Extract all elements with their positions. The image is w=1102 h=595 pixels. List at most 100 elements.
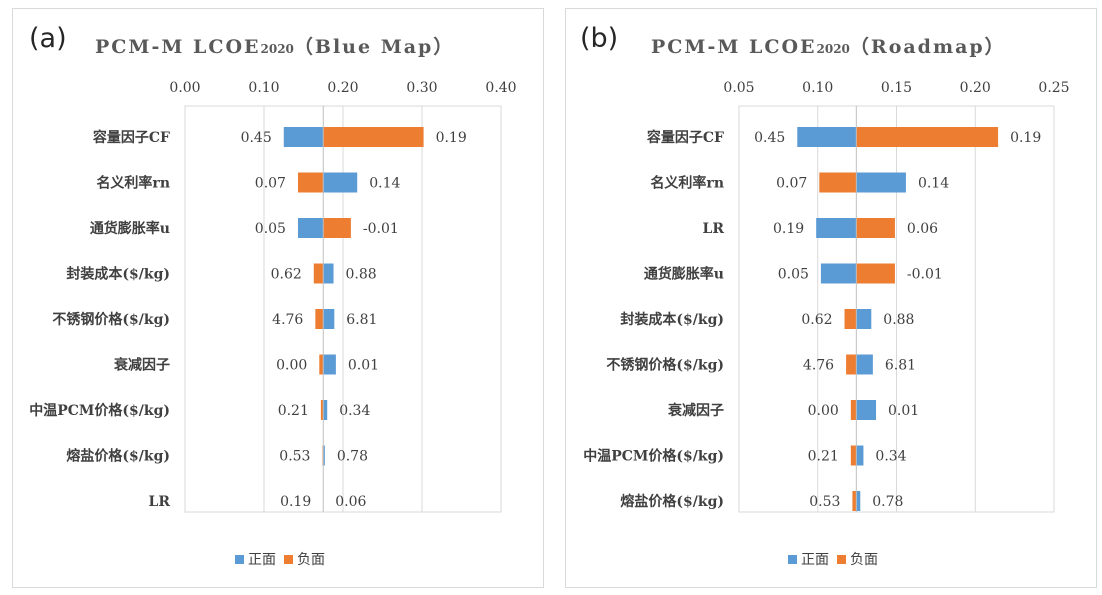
tornado-chart-a: 0.00 0.10 0.20 0.30 0.40 容量因子CF 0.45 0.19 名义利率rn… <box>29 80 517 513</box>
category-label-a-7: 熔盐价格($/kg) <box>66 448 170 465</box>
legend-label-positive-a: 正面 <box>248 552 276 568</box>
category-label-b-8: 熔盐价格($/kg) <box>620 493 724 510</box>
x-tick-label-b-1: 0.10 <box>802 80 833 96</box>
bar-positive-a-2 <box>297 218 324 238</box>
chart-title-a: PCM-M LCOE2020（Blue Map） <box>95 32 454 59</box>
x-tick-label-a-2: 0.20 <box>327 80 358 96</box>
bar-negative-a-0 <box>323 127 424 147</box>
bar-negative-a-3 <box>313 263 324 284</box>
value-label-left-b-4: 0.62 <box>801 312 832 328</box>
x-tick-label-a-1: 0.10 <box>248 80 279 96</box>
legend-swatch-negative-a <box>284 554 293 564</box>
chart-title-a-main: PCM-M LCOE <box>95 36 261 58</box>
chart-title-b-tail: （Roadmap） <box>849 36 1006 58</box>
legend-label-positive-b: 正面 <box>801 552 829 568</box>
value-label-right-b-2: 0.06 <box>907 221 938 237</box>
value-label-right-b-4: 0.88 <box>883 312 914 328</box>
value-label-right-a-4: 6.81 <box>346 312 377 328</box>
bar-negative-b-1 <box>819 172 857 193</box>
legend-swatch-positive-b <box>788 554 797 564</box>
value-label-right-a-6: 0.34 <box>339 403 370 419</box>
x-tick-label-b-0: 0.05 <box>723 80 754 96</box>
x-tick-label-a-4: 0.40 <box>485 80 516 96</box>
legend-a: 正面 负面 <box>235 549 333 569</box>
bar-negative-a-4 <box>315 309 324 329</box>
category-label-a-4: 不锈钢价格($/kg) <box>52 311 170 328</box>
bar-positive-b-4 <box>856 309 872 329</box>
bar-negative-b-7 <box>850 445 857 466</box>
value-label-right-a-1: 0.14 <box>369 176 400 192</box>
category-label-b-4: 封装成本($/kg) <box>620 311 724 328</box>
legend-b: 正面 负面 <box>788 549 886 569</box>
value-label-right-a-7: 0.78 <box>337 449 368 465</box>
bar-negative-b-6 <box>850 400 857 420</box>
x-tick-label-b-3: 0.20 <box>960 80 991 96</box>
chart-title-b-sub: 2020 <box>816 42 850 56</box>
value-label-right-a-3: 0.88 <box>346 267 377 283</box>
category-label-a-5: 衰减因子 <box>113 357 170 374</box>
value-label-right-a-5: 0.01 <box>348 358 379 374</box>
value-label-left-a-4: 4.76 <box>272 312 303 328</box>
value-label-left-a-0: 0.45 <box>241 130 272 146</box>
value-label-right-a-2: -0.01 <box>363 221 399 237</box>
legend-item-positive-a: 正面 <box>235 549 276 569</box>
bar-negative-b-8 <box>852 491 857 511</box>
value-label-left-a-2: 0.05 <box>255 221 286 237</box>
bar-negative-a-2 <box>323 218 351 238</box>
chart-title-b: PCM-M LCOE2020（Roadmap） <box>651 32 1006 59</box>
value-label-right-a-8: 0.06 <box>335 494 366 510</box>
legend-item-negative-b: 负面 <box>837 549 878 569</box>
bar-negative-a-6 <box>320 400 324 420</box>
chart-panel-a: 0.00 0.10 0.20 0.30 0.40 容量因子CF 0.45 0.19 名义利率rn… <box>12 8 544 588</box>
bar-positive-b-7 <box>856 445 864 466</box>
value-label-right-b-8: 0.78 <box>872 494 903 510</box>
x-tick-label-b-4: 0.25 <box>1038 80 1069 96</box>
legend-label-negative-a: 负面 <box>297 552 325 568</box>
value-label-right-b-0: 0.19 <box>1010 130 1041 146</box>
bar-positive-b-1 <box>856 172 906 193</box>
x-tick-label-b-2: 0.15 <box>881 80 912 96</box>
category-label-b-1: 名义利率rn <box>650 175 724 192</box>
bar-positive-b-3 <box>820 263 857 284</box>
category-label-b-3: 通货膨胀率u <box>644 266 724 283</box>
category-label-a-1: 名义利率rn <box>96 175 170 192</box>
bar-positive-b-8 <box>856 491 861 511</box>
value-label-left-b-7: 0.21 <box>808 449 839 465</box>
x-tick-label-a-0: 0.00 <box>169 80 200 96</box>
legend-item-negative-a: 负面 <box>284 549 325 569</box>
bar-positive-a-1 <box>323 172 358 193</box>
bar-negative-b-0 <box>856 127 999 147</box>
value-label-right-b-1: 0.14 <box>918 176 949 192</box>
chart-title-b-main: PCM-M LCOE <box>651 36 817 58</box>
legend-label-negative-b: 负面 <box>850 552 878 568</box>
value-label-left-a-3: 0.62 <box>271 267 302 283</box>
value-label-right-b-5: 6.81 <box>885 358 916 374</box>
value-label-right-b-6: 0.01 <box>888 403 919 419</box>
category-label-a-2: 通货膨胀率u <box>90 220 170 237</box>
panel-label-a: (a) <box>29 23 67 54</box>
chart-title-a-tail: （Blue Map） <box>293 36 455 58</box>
legend-swatch-negative-b <box>837 554 846 564</box>
category-label-b-6: 衰减因子 <box>667 402 724 419</box>
bar-positive-a-4 <box>323 309 335 329</box>
value-label-left-b-0: 0.45 <box>754 130 785 146</box>
value-label-left-a-6: 0.21 <box>278 403 309 419</box>
bar-positive-b-6 <box>856 400 877 420</box>
bar-negative-b-3 <box>856 263 895 284</box>
value-label-left-b-1: 0.07 <box>776 176 807 192</box>
bar-negative-a-5 <box>319 354 324 375</box>
legend-item-positive-b: 正面 <box>788 549 829 569</box>
bar-negative-b-2 <box>856 218 895 238</box>
value-label-left-b-5: 4.76 <box>803 358 834 374</box>
value-label-right-a-0: 0.19 <box>436 130 467 146</box>
chart-panel-b: 0.05 0.10 0.15 0.20 0.25 容量因子CF 0.45 0.19 名义利率rn… <box>565 8 1097 588</box>
bar-positive-a-6 <box>323 400 328 420</box>
value-label-right-b-3: -0.01 <box>907 267 943 283</box>
category-label-a-6: 中温PCM价格($/kg) <box>29 402 170 419</box>
category-label-b-2: LR <box>703 221 725 237</box>
category-label-b-0: 容量因子CF <box>646 129 724 146</box>
category-label-b-5: 不锈钢价格($/kg) <box>606 357 724 374</box>
category-label-a-8: LR <box>149 494 171 510</box>
chart-title-a-sub: 2020 <box>260 42 294 56</box>
bar-positive-b-0 <box>797 127 857 147</box>
